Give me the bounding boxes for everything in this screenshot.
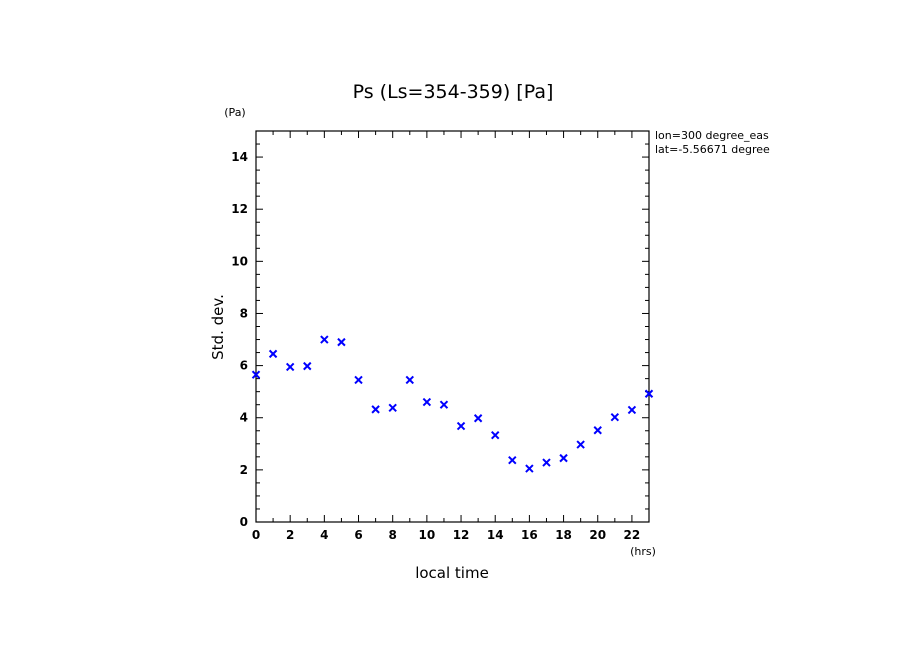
data-point bbox=[354, 375, 363, 385]
y-tick-label: 10 bbox=[231, 254, 248, 268]
data-point bbox=[644, 389, 654, 398]
data-point bbox=[303, 361, 312, 371]
data-point bbox=[559, 453, 568, 463]
data-point-stroke bbox=[422, 397, 432, 407]
data-point-stroke bbox=[473, 414, 483, 423]
data-point bbox=[491, 430, 500, 440]
x-tick-label: 4 bbox=[320, 528, 328, 542]
data-point bbox=[422, 397, 432, 407]
data-point-stroke bbox=[337, 337, 346, 347]
x-tick-label: 12 bbox=[453, 528, 470, 542]
data-point-stroke bbox=[644, 389, 654, 398]
x-tick-label: 14 bbox=[487, 528, 504, 542]
data-point bbox=[268, 349, 278, 359]
axes: 0 2 4 6 8 10 12 14 16 18 20 22 0 2 4 6 8 10 12 14 bbox=[231, 130, 650, 542]
data-point bbox=[285, 362, 295, 372]
y-tick-label: 4 bbox=[240, 411, 248, 425]
y-tick-label: 14 bbox=[231, 150, 248, 164]
data-point-stroke bbox=[303, 361, 312, 371]
x-axis-label: local time bbox=[415, 564, 489, 582]
x-unit-label: (hrs) bbox=[630, 545, 656, 558]
annotation-lat: lat=-5.56671 degree bbox=[655, 143, 770, 156]
data-point-stroke bbox=[559, 453, 568, 463]
y-tick-label: 8 bbox=[240, 306, 248, 320]
x-tick-label: 22 bbox=[624, 528, 641, 542]
data-points bbox=[251, 335, 654, 473]
data-point-stroke bbox=[285, 362, 295, 372]
data-point bbox=[337, 337, 346, 347]
y-tick-label: 12 bbox=[231, 202, 248, 216]
data-point-stroke bbox=[371, 405, 380, 414]
data-point bbox=[473, 414, 483, 423]
data-point bbox=[542, 458, 551, 467]
data-point-stroke bbox=[593, 426, 602, 435]
x-tick-label: 16 bbox=[521, 528, 538, 542]
x-tick-label: 10 bbox=[419, 528, 436, 542]
y-tick-label: 0 bbox=[240, 515, 248, 529]
data-point bbox=[627, 405, 637, 415]
data-point-stroke bbox=[508, 456, 517, 465]
data-point bbox=[456, 421, 466, 431]
data-point-stroke bbox=[354, 375, 363, 385]
y-axis-label: Std. dev. bbox=[209, 294, 227, 360]
data-point-stroke bbox=[439, 400, 449, 409]
data-point bbox=[251, 370, 261, 379]
data-point-stroke bbox=[525, 464, 534, 473]
data-point-stroke bbox=[388, 403, 397, 413]
plot-frame bbox=[255, 130, 650, 523]
data-point-stroke bbox=[320, 335, 329, 344]
x-tick-label: 8 bbox=[389, 528, 397, 542]
data-point-stroke bbox=[610, 413, 620, 422]
data-point bbox=[405, 375, 414, 385]
data-point bbox=[320, 335, 329, 344]
data-point bbox=[593, 426, 602, 435]
data-point bbox=[525, 464, 534, 473]
x-tick-label: 0 bbox=[252, 528, 260, 542]
data-point bbox=[388, 403, 397, 413]
data-point bbox=[610, 413, 620, 422]
data-point-stroke bbox=[251, 370, 261, 379]
x-tick-label: 20 bbox=[589, 528, 606, 542]
data-point-stroke bbox=[405, 375, 414, 385]
data-point bbox=[508, 456, 517, 465]
data-point-stroke bbox=[268, 349, 278, 359]
data-point bbox=[439, 400, 449, 409]
data-point-stroke bbox=[542, 458, 551, 467]
x-tick-label: 18 bbox=[555, 528, 572, 542]
data-point-stroke bbox=[627, 405, 637, 415]
annotation-lon: lon=300 degree_eas bbox=[655, 129, 769, 142]
y-tick-label: 2 bbox=[240, 463, 248, 477]
x-tick-label: 2 bbox=[286, 528, 294, 542]
data-point-stroke bbox=[456, 421, 466, 431]
data-point bbox=[576, 440, 585, 449]
chart-title: Ps (Ls=354-359) [Pa] bbox=[353, 81, 554, 103]
data-point-stroke bbox=[576, 440, 585, 449]
y-unit-label: (Pa) bbox=[224, 106, 245, 119]
data-point bbox=[371, 405, 380, 414]
y-tick-label: 6 bbox=[240, 359, 248, 373]
data-point-stroke bbox=[491, 430, 500, 440]
x-tick-label: 6 bbox=[354, 528, 362, 542]
